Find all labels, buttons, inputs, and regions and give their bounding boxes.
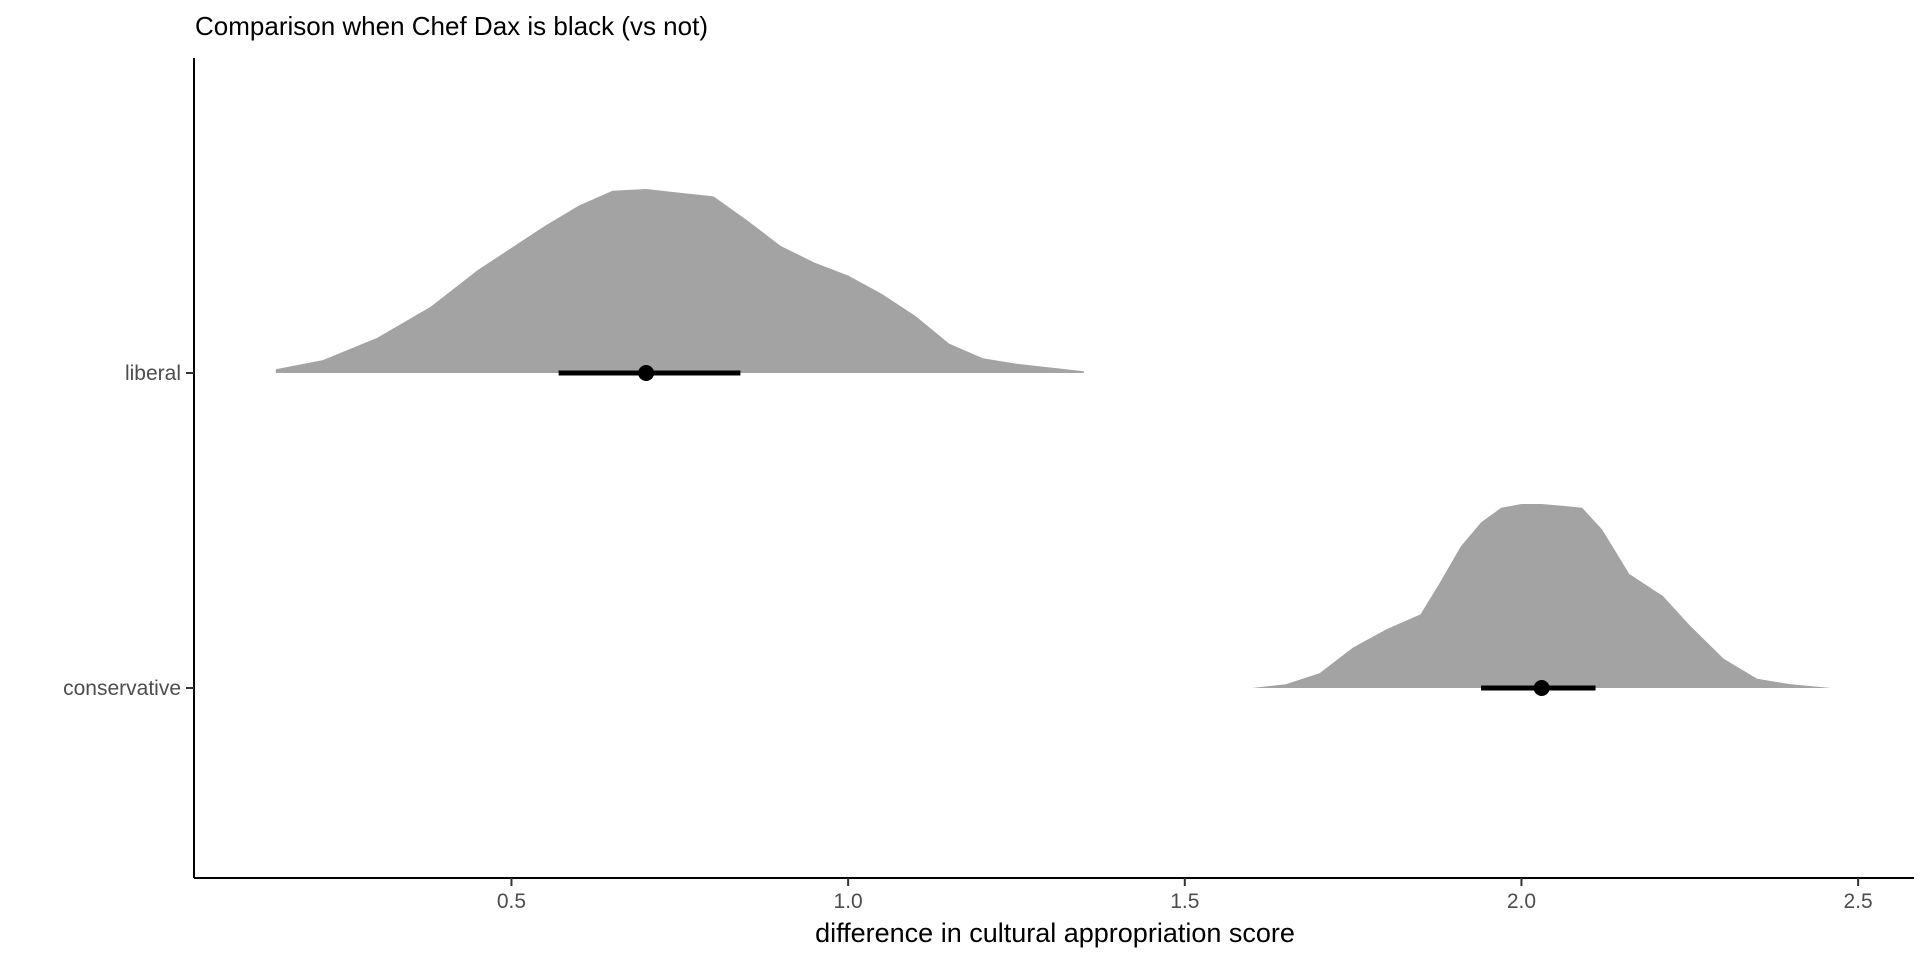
- y-tick-label-conservative: conservative: [63, 677, 181, 700]
- x-axis-title: difference in cultural appropriation sco…: [815, 918, 1295, 948]
- density-liberal: [275, 189, 1084, 373]
- x-tick-label-2.5: 2.5: [1844, 890, 1873, 913]
- density-conservative: [1252, 504, 1832, 688]
- y-tick-label-liberal: liberal: [125, 362, 181, 385]
- chart-title: Comparison when Chef Dax is black (vs no…: [195, 11, 708, 41]
- x-tick-label-2.0: 2.0: [1507, 890, 1536, 913]
- plot-panel: [275, 189, 1832, 696]
- x-tick-label-1.5: 1.5: [1170, 890, 1199, 913]
- point-liberal: [638, 365, 655, 381]
- point-conservative: [1533, 680, 1550, 696]
- x-tick-label-0.5: 0.5: [497, 890, 526, 913]
- axes: liberal conservative 0.5 1.0 1.5 2.0 2.5: [63, 362, 1873, 913]
- x-tick-label-1.0: 1.0: [834, 890, 863, 913]
